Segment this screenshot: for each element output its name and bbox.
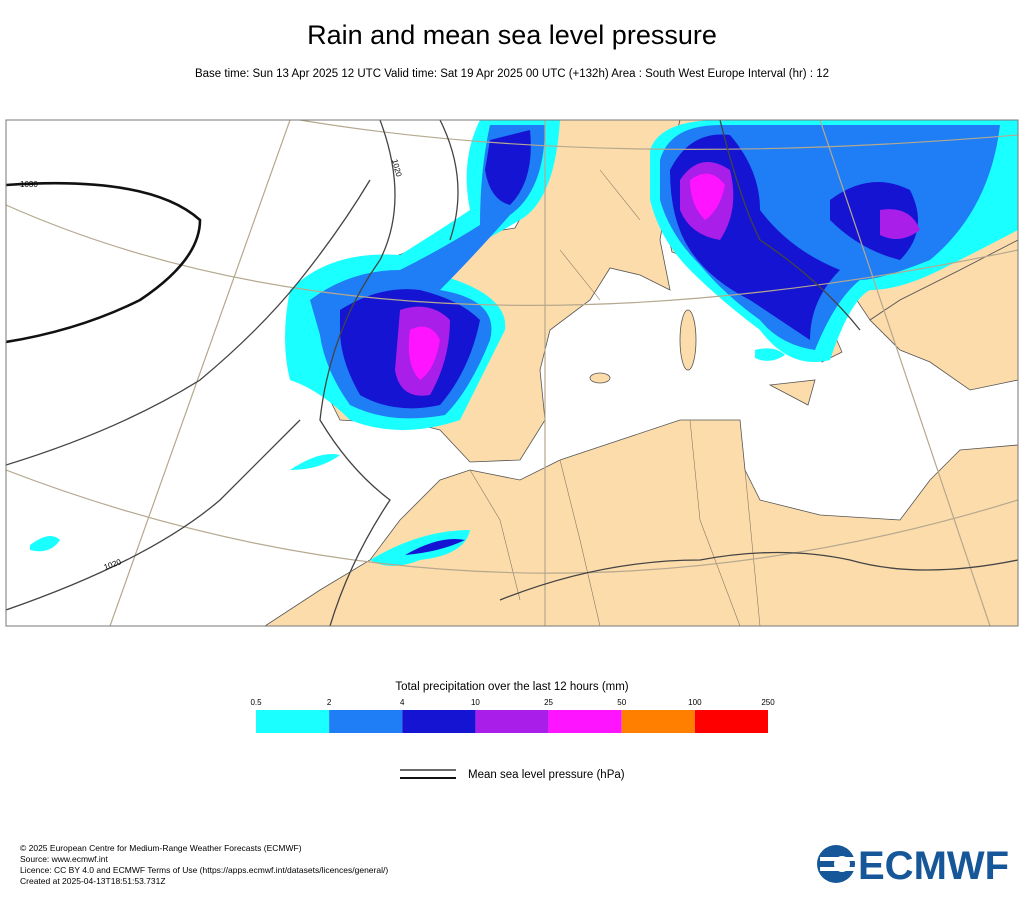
legend-bound: 4	[400, 698, 405, 707]
footer-line: Source: www.ecmwf.int	[20, 854, 108, 864]
isobars	[6, 120, 1018, 626]
legend-bound: 10	[471, 698, 480, 707]
island-balearic	[589, 372, 611, 384]
land-balkans	[869, 239, 1018, 391]
legend-swatch	[694, 710, 768, 733]
legend-line-label: Mean sea level pressure (hPa)	[468, 769, 625, 781]
title: Rain and mean sea level pressure	[307, 20, 717, 50]
logo-text: ECMWF	[858, 844, 1009, 888]
map: 1030 1020 1020	[5, 119, 1019, 627]
isobar-label: 1030	[20, 180, 38, 189]
footer-line: Licence: CC BY 4.0 and ECMWF Terms of Us…	[20, 865, 388, 875]
legend-title: Total precipitation over the last 12 hou…	[395, 681, 628, 693]
footer-line: © 2025 European Centre for Medium-Range …	[20, 843, 302, 853]
island-corsica-sardinia	[679, 309, 697, 371]
legend-bound: 25	[544, 698, 553, 707]
footer-line: Created at 2025-04-13T18:51:53.731Z	[20, 876, 166, 886]
subtitle: Base time: Sun 13 Apr 2025 12 UTC Valid …	[195, 68, 829, 80]
legend-bound: 100	[688, 698, 702, 707]
land-africa	[264, 419, 1018, 626]
graticule	[6, 120, 1018, 626]
legend-bound: 250	[761, 698, 775, 707]
legend-swatch	[548, 710, 622, 733]
legend-bound: 50	[617, 698, 626, 707]
legend-swatch	[621, 710, 695, 733]
borders	[469, 149, 861, 626]
footer: © 2025 European Centre for Medium-Range …	[20, 843, 388, 886]
legend-swatch	[475, 710, 549, 733]
logo: ECMWF	[817, 844, 1009, 888]
island-sicily	[768, 379, 816, 406]
legend-bound: 0.5	[250, 698, 262, 707]
legend-swatch	[256, 710, 330, 733]
legend: Total precipitation over the last 12 hou…	[250, 681, 775, 733]
legend-swatch	[402, 710, 476, 733]
map-frame	[5, 119, 1019, 627]
legend-swatch	[329, 710, 403, 733]
legend-bound: 2	[327, 698, 332, 707]
